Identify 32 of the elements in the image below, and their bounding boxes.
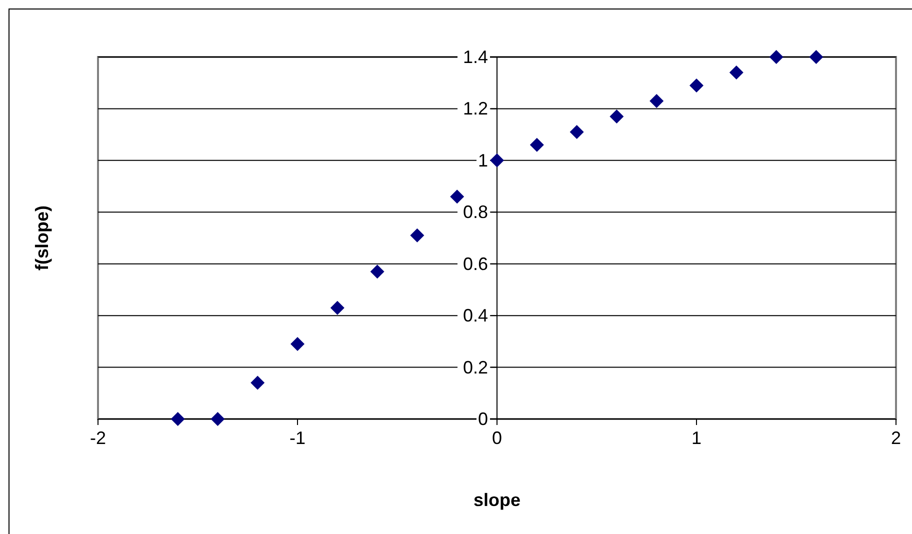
x-tick-label: -2 — [90, 428, 106, 448]
x-axis-title: slope — [473, 490, 521, 510]
y-tick-label: 1 — [478, 150, 488, 170]
y-tick-label: 1.4 — [462, 47, 488, 67]
x-tick-label: 1 — [691, 428, 702, 448]
y-tick-label: 0 — [478, 409, 488, 429]
y-tick-label: 0.4 — [462, 306, 488, 326]
y-tick-label: 1.2 — [462, 98, 488, 119]
x-tick-label: 2 — [890, 428, 902, 448]
point — [769, 50, 784, 64]
y-tick-label: 0.2 — [462, 357, 488, 378]
point — [450, 190, 464, 204]
point — [490, 153, 504, 168]
point — [570, 124, 584, 139]
y-tick-label: 0.6 — [462, 254, 488, 274]
y-axis-title: f(slope) — [32, 206, 52, 270]
point — [210, 412, 225, 426]
point — [370, 264, 384, 279]
point — [330, 300, 344, 315]
point — [290, 337, 304, 352]
y-tick-label: 0.8 — [462, 202, 488, 222]
point — [650, 94, 664, 108]
x-tick-label: 0 — [492, 428, 502, 448]
point — [729, 66, 744, 80]
point — [250, 376, 265, 390]
point — [610, 109, 624, 124]
point — [530, 138, 544, 152]
x-tick-label: -1 — [289, 428, 306, 448]
point — [410, 228, 424, 242]
point — [809, 50, 824, 64]
point — [690, 78, 704, 92]
point — [170, 412, 185, 426]
